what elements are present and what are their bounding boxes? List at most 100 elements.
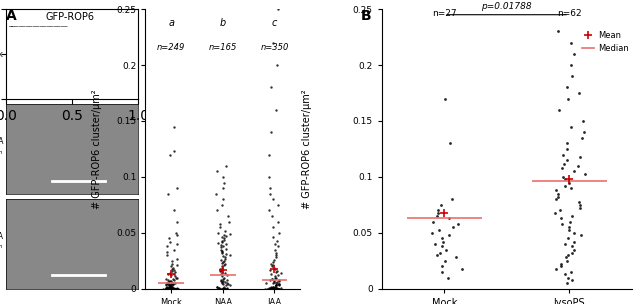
Point: [218, 244, 228, 249]
Point: [218, 254, 228, 259]
Point: [161, 276, 172, 281]
Point: [266, 284, 276, 289]
Point: [173, 286, 183, 291]
Point: [216, 247, 226, 252]
Point: [163, 278, 173, 282]
Text: n=62: n=62: [557, 9, 581, 18]
Point: [221, 234, 231, 239]
Point: [165, 283, 175, 288]
Point: [166, 286, 176, 291]
Point: [271, 286, 281, 291]
Point: [551, 197, 561, 202]
Point: [563, 96, 573, 101]
Point: [440, 96, 450, 101]
Point: [269, 286, 279, 291]
Point: [271, 286, 281, 291]
Point: [436, 202, 446, 207]
Point: [433, 208, 443, 213]
Point: [217, 281, 227, 286]
Point: [270, 275, 280, 280]
Point: [263, 286, 273, 291]
Point: [265, 186, 275, 191]
Point: [272, 63, 282, 67]
Point: [221, 242, 231, 247]
Point: [218, 278, 228, 283]
Point: [169, 286, 179, 291]
Point: [556, 262, 566, 267]
Point: [564, 227, 574, 232]
Point: [274, 230, 284, 235]
Point: [266, 262, 276, 267]
Point: [271, 250, 281, 255]
Point: [273, 219, 283, 224]
Point: [434, 227, 444, 232]
Point: [267, 214, 277, 219]
Point: [433, 210, 443, 215]
Point: [274, 286, 285, 291]
Point: [165, 284, 175, 289]
Point: [432, 214, 442, 219]
Point: [276, 271, 286, 275]
Point: [561, 141, 572, 146]
Point: [222, 281, 232, 286]
Point: [165, 286, 175, 291]
Point: [163, 244, 173, 249]
Point: [564, 180, 574, 185]
Point: [165, 285, 175, 290]
Point: [169, 208, 179, 213]
Point: [165, 271, 175, 275]
Point: [219, 180, 229, 185]
Point: [218, 285, 228, 290]
Point: [267, 281, 278, 286]
Point: [271, 255, 281, 260]
Point: [274, 278, 284, 282]
Point: [217, 235, 227, 240]
Point: [269, 286, 279, 291]
Point: [261, 281, 271, 286]
Point: [172, 219, 182, 224]
Point: [165, 285, 175, 290]
Point: [265, 267, 275, 272]
Point: [443, 275, 453, 280]
Point: [167, 281, 177, 286]
Point: [560, 177, 570, 181]
Point: [170, 286, 180, 291]
Point: [567, 214, 577, 219]
Point: [217, 265, 227, 270]
Point: [216, 257, 226, 262]
Point: [165, 285, 175, 290]
Point: [566, 124, 576, 129]
Y-axis label: # GFP-ROP6 cluster/μm²: # GFP-ROP6 cluster/μm²: [302, 89, 312, 209]
Point: [273, 7, 283, 12]
Point: [217, 264, 227, 269]
Point: [164, 283, 174, 288]
Point: [165, 152, 175, 157]
Point: [214, 285, 225, 290]
Point: [167, 286, 177, 291]
Point: [556, 166, 567, 171]
Point: [436, 270, 447, 275]
Point: [269, 257, 279, 262]
Point: [560, 272, 570, 277]
Point: [172, 242, 182, 247]
Point: [172, 263, 182, 268]
Point: [273, 282, 283, 287]
Point: [212, 208, 222, 213]
Point: [168, 286, 179, 291]
Point: [167, 286, 177, 291]
Point: [167, 258, 177, 263]
Point: [550, 210, 560, 215]
Point: [271, 286, 281, 291]
Point: [161, 285, 171, 290]
Point: [219, 237, 229, 242]
Point: [267, 264, 277, 269]
Point: [165, 286, 175, 291]
Point: [219, 286, 229, 291]
Point: [562, 258, 572, 263]
Point: [213, 286, 223, 291]
Point: [269, 286, 279, 291]
Point: [165, 286, 175, 291]
Point: [272, 244, 283, 249]
Point: [568, 169, 579, 174]
Point: [167, 284, 177, 289]
